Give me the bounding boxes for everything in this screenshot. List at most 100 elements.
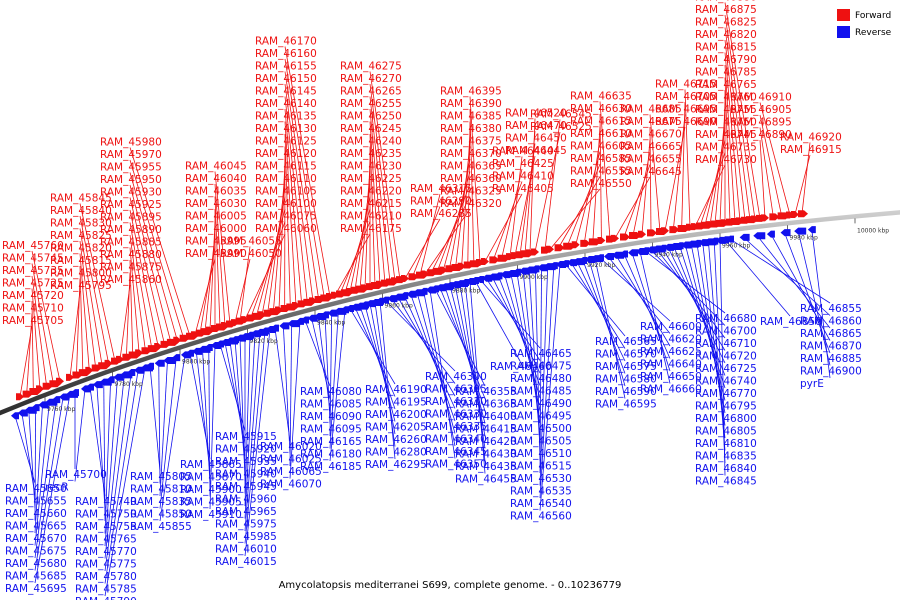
gene-label: RAM_46225 [340,173,402,185]
gene-label: RAM_45890 [100,224,162,236]
forward-gene-arrow [154,342,163,350]
gene-label: RAM_46395 [440,86,502,98]
gene-label: RAM_46095 [300,424,362,436]
leader-line [284,58,325,299]
leader-line [234,258,251,323]
gene-label: RAM_46815 [695,42,757,54]
gene-label: RAM_46085 [300,399,362,411]
leader-line [129,234,146,351]
leader-line [631,252,671,372]
gene-label: RAM_46320 [440,198,502,210]
gene-label: RAM_46000 [185,223,247,235]
gene-label: RAM_46620 [640,334,702,346]
leader-line [79,215,109,364]
gene-label: RAM_46655 [620,154,682,166]
gene-label: RAM_46375 [440,136,502,148]
gene-label: RAM_46910 [730,92,792,104]
gene-label: RAM_46790 [695,54,757,66]
gene-label: RAM_46170 [255,36,317,48]
forward-gene-arrow [611,234,619,242]
gene-label: RAM_46010 [215,544,277,556]
gene-label: RAM_46150 [255,73,317,85]
leader-line [284,46,331,297]
gene-label: RAM_46755 [695,104,757,116]
forward-gene-arrow [798,210,808,218]
leader-line [28,410,36,509]
forward-gene-arrow [439,266,448,274]
reverse-gene-arrow [620,250,628,258]
gene-label: RAM_46425 [492,158,554,170]
leader-line [479,279,541,349]
reverse-gene-arrow [692,239,701,247]
leader-line [759,127,774,217]
gene-label: RAM_45805 [130,471,192,483]
gene-label: RAM_46055 [220,236,282,248]
gene-label: RAM_46640 [640,359,702,371]
gene-label: RAM_45790 [75,596,137,600]
forward-gene-arrow [546,245,554,253]
leader-line [469,281,486,474]
gene-label: RAM_45845 [50,193,112,205]
leader-line [31,275,48,387]
gene-label: RAM_45695 [5,583,67,595]
gene-label: RAM_46200 [365,409,427,421]
gene-label: RAM_46680 [695,313,757,325]
leader-line [89,387,106,497]
leader-line [74,388,86,482]
forward-gene-arrow [580,239,591,247]
gene-label: RAM_45850 [130,509,192,521]
reverse-gene-arrow [186,349,194,357]
gene-label: RAM_46335 [425,421,487,433]
leader-line [129,197,165,345]
gene-label: RAM_46525 [530,121,592,133]
gene-label: RAM_46250 [340,111,402,123]
gene-label: RAM_46410 [492,171,554,183]
gene-labels: RAM_45705RAM_45710RAM_45720RAM_45725RAM_… [2,0,862,600]
axis-tick-label: 9920 kbp [587,262,615,269]
forward-gene-arrow [638,230,646,238]
gene-label: RAM_46300 [425,371,487,383]
axis-ticks: 9760 kbp 9780 kbp 9800 kbp 9820 kbp 9840 kbp… [44,218,889,413]
reverse-gene-arrow [604,252,614,260]
reverse-gene-arrow [146,362,154,370]
gene-label: RAM_46365 [440,161,502,173]
gene-label: RAM_45995 [185,236,247,248]
gene-label: RAM_46415 [455,424,517,436]
leader-line [104,367,146,597]
gene-label: RAM_45725 [2,278,64,290]
gene-label: RAM_46650 [640,371,702,383]
gene-label: RAM_46130 [255,123,317,135]
gene-label: RAM_46810 [695,438,757,450]
gene-label: pyrE [800,378,824,390]
forward-gene-arrow [401,274,409,282]
gene-label: RAM_46710 [695,338,757,350]
leader-line [397,296,456,397]
gene-label: RAM_46030 [185,198,247,210]
reverse-gene-arrow [86,383,94,391]
reverse-gene-arrow [675,242,684,250]
gene-label: RAM_45875 [100,262,162,274]
gene-label: RAM_46230 [340,161,402,173]
leader-line [539,265,555,499]
gene-label: RAM_46675 [620,116,682,128]
gene-label: RAM_46850 [760,316,822,328]
leader-line [467,121,471,265]
gene-label: RAM_46690 [655,116,717,128]
gene-label: RAM_46515 [510,461,572,473]
gene-label: RAM_46115 [255,161,317,173]
gene-label: RAM_46235 [340,148,402,160]
reverse-gene-arrow [658,244,667,252]
forward-gene-arrow [489,256,500,264]
reverse-gene-arrow [641,247,649,255]
forward-gene-arrow [173,336,182,344]
reverse-gene-arrow [512,268,521,276]
leader-line [724,2,761,219]
forward-gene-arrow [761,214,769,222]
leader-line [359,305,396,410]
gene-label: RAM_46355 [455,386,517,398]
leader-line [239,338,246,482]
leader-line [31,250,61,382]
axis-tick-label: 9840 kbp [317,319,345,326]
leader-line [369,133,376,286]
leader-line [34,394,71,584]
